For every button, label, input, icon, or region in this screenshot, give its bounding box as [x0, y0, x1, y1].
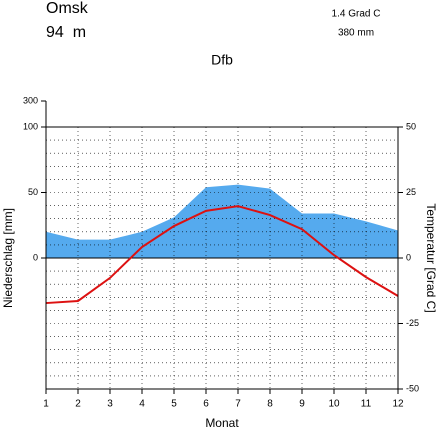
station: Omsk	[46, 0, 89, 17]
y2-tick-label: 25	[406, 187, 416, 197]
x-tick-label: 7	[235, 399, 241, 410]
y-tick-label: 50	[28, 187, 38, 197]
x-tick-label: 11	[361, 399, 372, 410]
x-tick-label: 2	[75, 399, 81, 410]
temperature-line	[45, 205, 399, 305]
annual-precipitation: 380 mm	[338, 28, 374, 39]
y2-tick-label: -25	[406, 318, 419, 328]
y-tick-label: 0	[33, 252, 38, 262]
x-tick-label: 9	[299, 399, 305, 410]
x-tick-label: 3	[107, 399, 113, 410]
mean-temperature: 1.4 Grad C	[332, 9, 381, 20]
y2-axis-label: Temperatur [Grad C]	[424, 203, 438, 312]
precipitation-area	[46, 184, 398, 258]
x-tick-label: 6	[203, 399, 209, 410]
x-tick-label: 12	[392, 399, 404, 410]
x-axis-label: Monat	[205, 416, 239, 430]
elevation: 94 m	[46, 24, 86, 41]
y-tick-label: 300	[23, 95, 38, 105]
x-tick-label: 8	[267, 399, 273, 410]
chart-title: Dfb	[211, 52, 233, 68]
y2-tick-label: -50	[406, 383, 419, 393]
x-tick-label: 1	[43, 399, 49, 410]
y-tick-label: 100	[23, 121, 38, 131]
x-tick-label: 5	[171, 399, 177, 410]
y2-tick-label: 50	[406, 121, 416, 131]
x-tick-label: 4	[139, 399, 145, 410]
y2-tick-label: 0	[406, 252, 411, 262]
x-tick-label: 10	[328, 399, 340, 410]
y-axis-label: Niederschlag [mm]	[1, 208, 15, 308]
